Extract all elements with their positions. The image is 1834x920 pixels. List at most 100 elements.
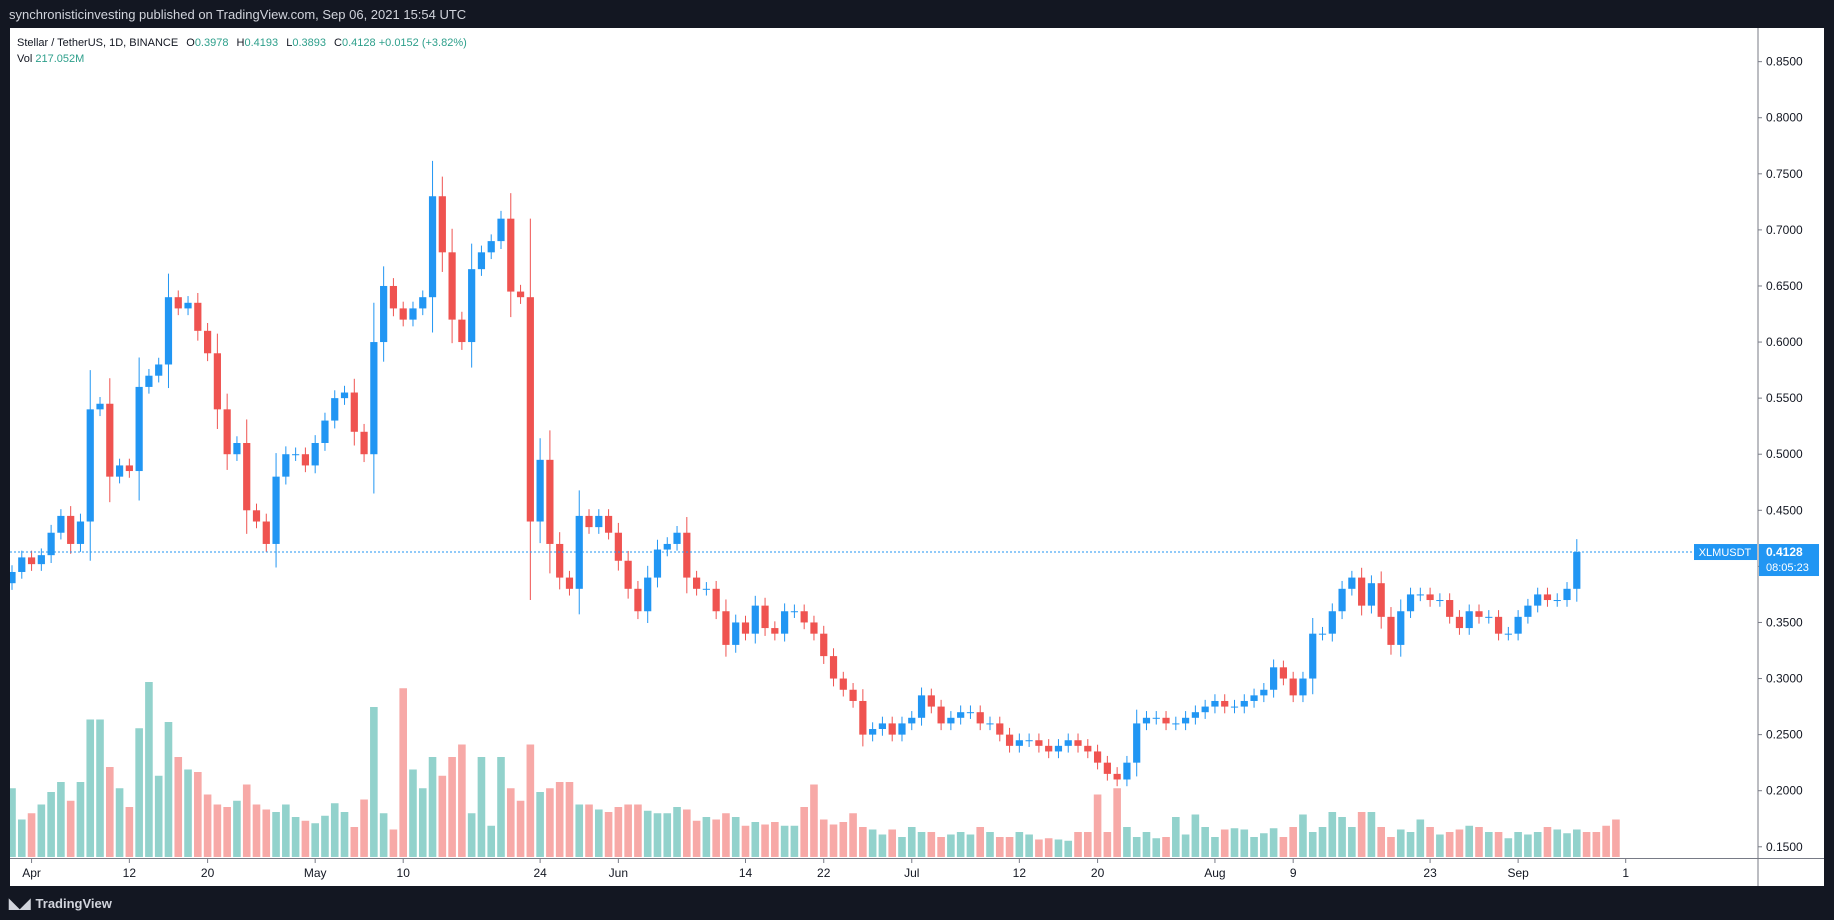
volume-bar	[1005, 837, 1014, 857]
volume-bar	[1142, 832, 1151, 857]
candle-body	[1534, 594, 1542, 606]
candle-body	[839, 678, 847, 690]
volume-bar	[712, 819, 720, 857]
volume-bar	[1162, 837, 1170, 857]
legend-volume: 217.052M	[35, 53, 85, 65]
candle-body	[585, 515, 593, 528]
volume-bar	[1524, 834, 1532, 857]
volume-bar	[1035, 839, 1043, 857]
candle-body	[947, 717, 955, 724]
volume-bar	[683, 809, 691, 857]
volume-bar	[467, 813, 476, 857]
volume-bar	[927, 832, 936, 857]
candle-body	[125, 465, 133, 472]
candle-body	[1387, 616, 1395, 645]
volume-bar	[722, 813, 730, 857]
volume-bar	[497, 757, 505, 857]
volume-bar	[1602, 825, 1610, 857]
candle-body	[1093, 751, 1102, 763]
candle-body	[1348, 577, 1356, 589]
candle-body	[683, 532, 691, 578]
candle-body	[477, 252, 486, 270]
volume-bar	[516, 800, 525, 857]
candle-body	[340, 392, 349, 399]
price-tick-label: 0.5500	[1766, 391, 1803, 405]
candle-body	[976, 712, 984, 724]
candle-body	[321, 420, 329, 443]
volume-bar	[86, 719, 95, 857]
legend-open: 0.3978	[194, 37, 229, 49]
volume-bar	[917, 832, 926, 857]
volume-bar	[1152, 838, 1161, 857]
candlestick-chart[interactable]: 0.15000.20000.25000.30000.35000.40000.45…	[10, 28, 1824, 886]
volume-bar	[1475, 827, 1483, 857]
candle-body	[702, 588, 710, 590]
volume-bar	[1465, 825, 1474, 857]
volume-bar	[1308, 832, 1317, 857]
time-tick-label: 12	[123, 866, 137, 880]
candle-body	[957, 712, 965, 718]
candle-body	[1005, 734, 1014, 746]
candle-body	[888, 723, 896, 735]
volume-bar	[536, 792, 544, 857]
volume-bar	[1582, 832, 1591, 857]
candle-body	[1172, 723, 1180, 725]
candle-body	[468, 269, 476, 343]
candle-body	[164, 297, 173, 365]
volume-bar	[702, 817, 711, 857]
candle-body	[272, 476, 280, 544]
volume-bar	[291, 817, 300, 857]
volume-bar	[1289, 827, 1297, 857]
price-tick-label: 0.2000	[1766, 784, 1803, 798]
candle-body	[516, 291, 525, 298]
volume-bar	[839, 822, 848, 857]
price-tick-label: 0.4500	[1766, 503, 1803, 517]
price-tick-label: 0.2500	[1766, 728, 1803, 742]
candle-body	[1514, 616, 1522, 634]
candle-body	[771, 628, 779, 634]
candle-body	[428, 196, 437, 298]
candle-body	[1152, 717, 1160, 719]
candle-body	[1318, 633, 1327, 635]
volume-bar	[673, 807, 681, 857]
candle-body	[1397, 611, 1405, 645]
volume-bar	[966, 834, 975, 857]
volume-bar	[1172, 817, 1180, 857]
candle-body	[243, 443, 251, 511]
candle-body	[604, 515, 613, 533]
volume-bar	[27, 813, 36, 857]
volume-bar	[937, 837, 945, 857]
candle-body	[546, 459, 554, 544]
candle-body	[399, 308, 407, 320]
volume-bar	[976, 827, 985, 857]
legend-high: 0.4193	[244, 37, 279, 49]
volume-bar	[731, 817, 740, 857]
volume-bar	[1054, 839, 1063, 857]
tradingview-logo[interactable]: ◣◢ TradingView	[9, 895, 112, 912]
volume-bar	[624, 804, 632, 857]
volume-bar	[233, 800, 241, 857]
volume-bar	[1504, 838, 1513, 857]
price-tick-label: 0.3000	[1766, 672, 1803, 686]
volume-bar	[692, 820, 701, 857]
time-tick-label: 23	[1423, 866, 1437, 880]
volume-bar	[1132, 837, 1141, 857]
volume-bar	[663, 813, 672, 857]
candle-body	[1025, 740, 1033, 742]
time-tick-label: 20	[201, 866, 215, 880]
legend-low-label: L	[286, 37, 293, 49]
candle-body	[1230, 706, 1239, 708]
volume-bar	[1064, 840, 1073, 857]
time-tick-label: 12	[1013, 866, 1027, 880]
volume-bar	[370, 707, 378, 857]
candle-body	[380, 285, 388, 343]
volume-bar	[790, 825, 799, 857]
candle-body	[282, 454, 290, 477]
volume-bar	[634, 804, 642, 857]
time-tick-label: Aug	[1204, 866, 1225, 880]
candle-body	[145, 375, 153, 387]
ticker-tag	[1694, 544, 1757, 561]
time-tick-label: 22	[817, 866, 831, 880]
candle-body	[1133, 723, 1141, 763]
volume-bar	[115, 788, 124, 857]
